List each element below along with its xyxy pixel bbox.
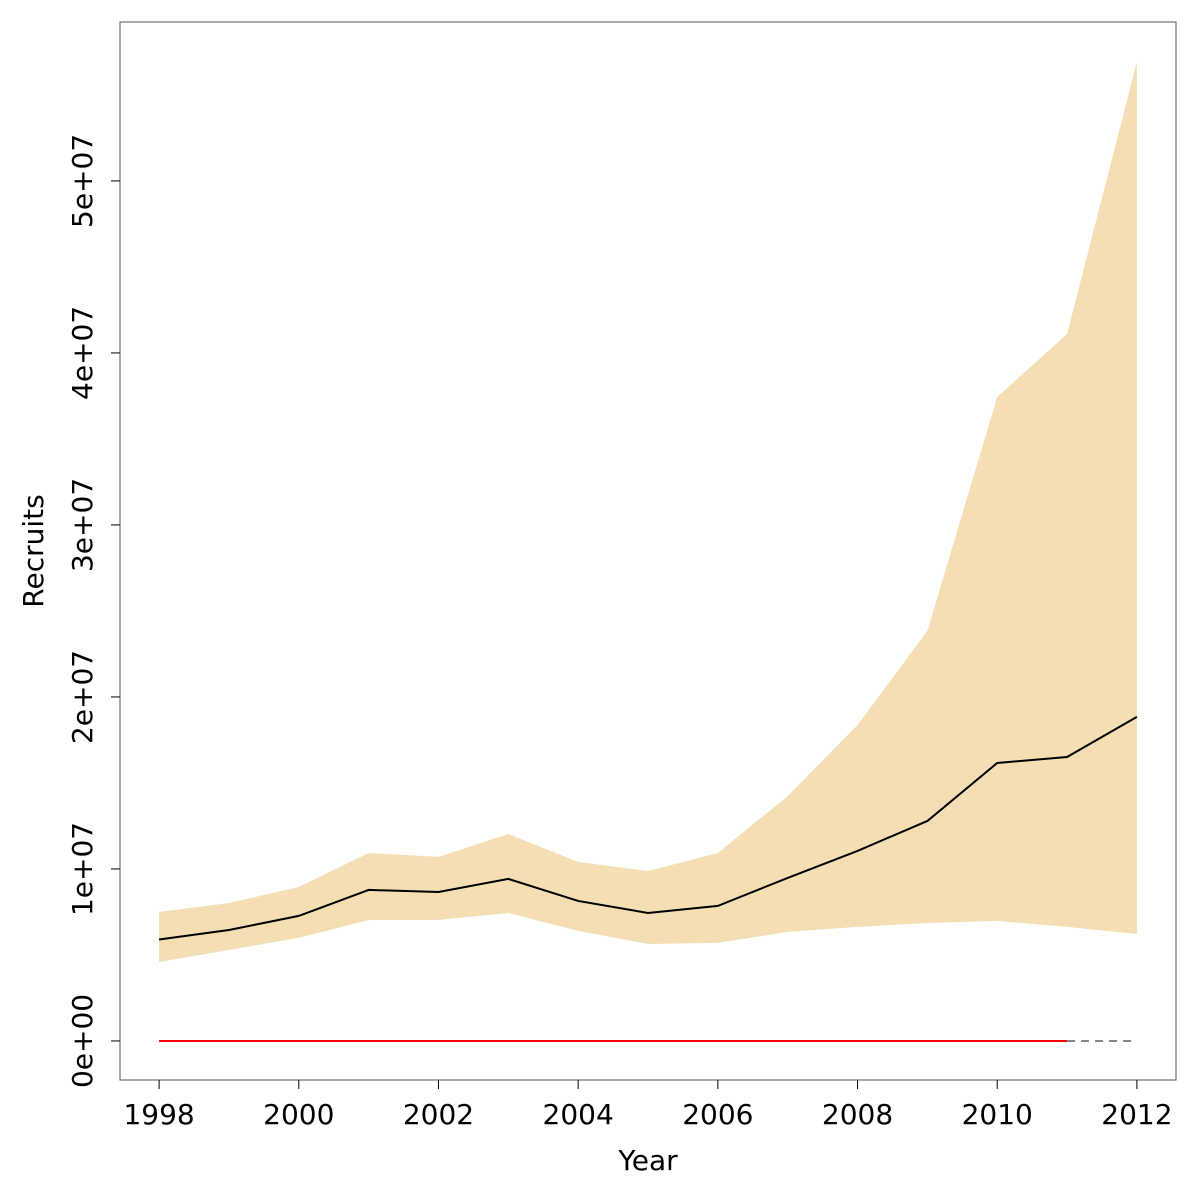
data-line — [158, 716, 1138, 941]
plot-frame — [119, 21, 1177, 1081]
x-tick-label: 2004 — [543, 1098, 614, 1131]
x-tick-label: 2002 — [403, 1098, 474, 1131]
x-tick-label: 2010 — [962, 1098, 1033, 1131]
x-tick-label: 2012 — [1101, 1098, 1172, 1131]
x-tick-label: 2008 — [822, 1098, 893, 1131]
x-tick-label: 2006 — [682, 1098, 753, 1131]
y-tick-label: 3e+07 — [66, 478, 99, 572]
y-tick-label: 0e+00 — [66, 994, 99, 1088]
y-tick-label: 1e+07 — [66, 822, 99, 916]
y-tick-label: 5e+07 — [66, 134, 99, 228]
y-tick-label: 4e+07 — [66, 306, 99, 400]
y-tick-label: 2e+07 — [66, 650, 99, 744]
x-axis-label: Year — [617, 1144, 678, 1177]
x-tick-label: 1998 — [123, 1098, 194, 1131]
confidence-band — [159, 61, 1137, 963]
y-axis-label: Recruits — [17, 494, 50, 607]
x-tick-label: 2000 — [263, 1098, 334, 1131]
